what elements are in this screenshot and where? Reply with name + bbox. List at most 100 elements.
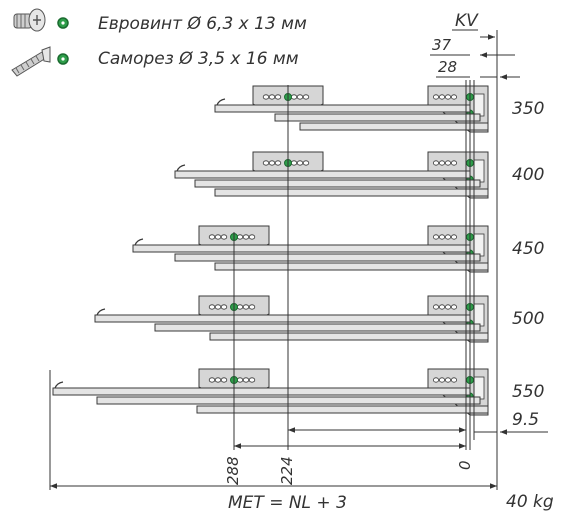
rail-top [214,104,471,113]
mounting-hole [302,160,310,166]
met-formula: MET = NL + 3 [228,493,347,513]
rail-bottom [214,188,489,197]
mounting-hole [438,160,445,166]
mounting-hole [432,377,439,383]
dim-0: 0 [456,460,474,470]
runner-size-label: 350 [512,99,544,119]
mounting-hole [450,377,457,383]
mounting-hole [274,160,282,166]
bracket-clip [473,159,485,183]
mounting-hole [268,94,276,100]
mounting-hole [236,234,244,240]
rail-middle [154,323,481,332]
bracket-clip [473,376,485,400]
rail-hook [176,164,186,172]
rail-middle [194,179,481,188]
self-tapping-screw-icon [11,46,51,77]
mounting-hole [450,94,457,100]
runner-450: 450 [132,225,544,273]
mounting-hole [248,377,256,383]
reference-lines [49,80,498,490]
mounting-hole [444,160,451,166]
rail-middle [174,253,481,262]
rail-hook [134,238,144,246]
mounting-hole [290,94,298,100]
mounting-hole [262,94,270,100]
mounting-hole [214,234,222,240]
runner-500: 500 [94,295,544,343]
rail-hook [96,308,106,316]
mounting-hole [438,304,445,310]
mounting-hole [438,234,445,240]
euro-screw-icon [13,8,46,32]
mounting-hole [236,377,244,383]
rail-top [52,387,471,396]
mounting-hole [220,304,228,310]
bracket-clip [473,303,485,327]
mounting-hole [274,94,282,100]
dim-kv: KV [455,11,479,31]
mounting-hole [248,304,256,310]
dim-224: 224 [278,456,296,485]
mounting-hole [444,94,451,100]
legend: Евровинт Ø 6,3 x 13 мм Саморез Ø 3,5 x 1… [11,8,307,77]
mounting-hole [444,234,451,240]
euro-screw-label: Евровинт Ø 6,3 x 13 мм [98,14,307,34]
dim-9-5: 9.5 [512,410,539,430]
mounting-hole [432,160,439,166]
rail-hook [54,381,64,389]
dim-28: 28 [438,58,457,76]
rail-bottom [209,332,489,341]
mounting-hole [290,160,298,166]
mounting-hole [248,234,256,240]
bottom-dimensions: 288 224 0 9.5 MET = NL + 3 40 kg [50,410,554,513]
mounting-hole [450,234,457,240]
rail-top [174,170,471,179]
rail-top [94,314,471,323]
mounting-hole [242,377,250,383]
mounting-hole [296,160,304,166]
mounting-hole [444,377,451,383]
mounting-hole [236,304,244,310]
dim-288: 288 [224,456,242,485]
runner-400: 400 [174,151,544,199]
bracket-clip [473,93,485,117]
runner-group: 350 400 450 500 550 [52,85,544,416]
mounting-hole [450,160,457,166]
mounting-hole [262,160,270,166]
top-dimensions: KV 37 28 [430,11,520,470]
mounting-hole [438,377,445,383]
mounting-hole [268,160,276,166]
mounting-hole [432,304,439,310]
runner-size-label: 450 [512,239,544,259]
mounting-hole [444,304,451,310]
runner-550: 550 [52,368,544,416]
load-capacity: 40 kg [506,492,554,512]
mounting-hole [242,304,250,310]
runner-350: 350 [214,85,544,133]
mounting-hole [220,234,228,240]
runner-size-label: 500 [512,309,544,329]
mounting-hole [242,234,250,240]
mounting-hole [296,94,304,100]
mounting-hole [432,94,439,100]
mounting-hole [208,234,216,240]
bracket-clip [473,233,485,257]
mounting-hole [220,377,228,383]
mounting-hole [432,234,439,240]
mounting-hole [438,94,445,100]
mounting-hole [208,377,216,383]
mounting-hole [302,94,310,100]
mounting-hole [214,377,222,383]
rail-bottom [299,122,489,131]
rail-middle [274,113,481,122]
rail-hook [216,98,226,106]
runner-size-label: 550 [512,382,544,402]
mounting-hole [450,304,457,310]
dim-37: 37 [432,36,452,54]
mounting-hole [208,304,216,310]
rail-top [132,244,471,253]
mounting-hole [214,304,222,310]
runner-size-label: 400 [512,165,544,185]
